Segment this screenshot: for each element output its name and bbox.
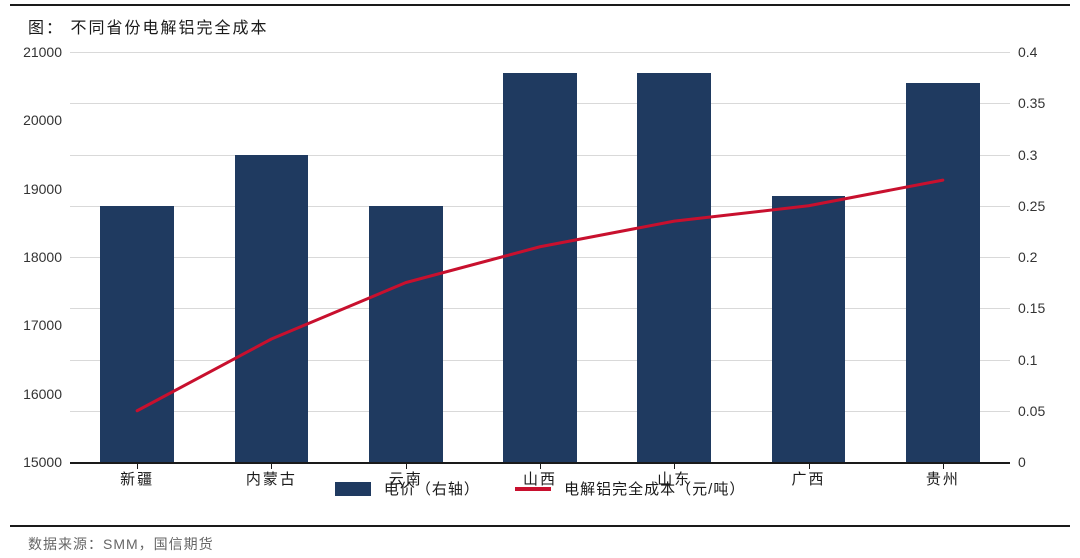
plot-area: 00.050.10.150.20.250.30.350.415000160001…: [70, 52, 1010, 462]
ytick-left: 21000: [2, 44, 62, 60]
ytick-left: 18000: [2, 249, 62, 265]
top-rule: [10, 4, 1070, 6]
legend-swatch-line: [515, 487, 551, 491]
ytick-right: 0.2: [1018, 249, 1068, 265]
ytick-right: 0.05: [1018, 403, 1068, 419]
ytick-left: 16000: [2, 386, 62, 402]
ytick-left: 15000: [2, 454, 62, 470]
ytick-right: 0.35: [1018, 95, 1068, 111]
ytick-right: 0.25: [1018, 198, 1068, 214]
ytick-left: 19000: [2, 181, 62, 197]
ytick-right: 0.15: [1018, 300, 1068, 316]
bottom-rule: [10, 525, 1070, 527]
legend: 电价（右轴） 电解铝完全成本（元/吨）: [0, 478, 1080, 499]
ytick-right: 0: [1018, 454, 1068, 470]
ytick-left: 20000: [2, 112, 62, 128]
source-text: 数据来源：SMM，国信期货: [28, 534, 214, 554]
line-series: [137, 180, 943, 411]
ytick-right: 0.4: [1018, 44, 1068, 60]
line-layer: [70, 52, 1010, 462]
legend-label-bar: 电价（右轴）: [384, 481, 480, 498]
ytick-right: 0.3: [1018, 147, 1068, 163]
ytick-right: 0.1: [1018, 352, 1068, 368]
legend-label-line: 电解铝完全成本（元/吨）: [564, 481, 745, 498]
ytick-left: 17000: [2, 317, 62, 333]
chart-title: 图： 不同省份电解铝完全成本: [28, 14, 268, 38]
legend-swatch-bar: [335, 482, 371, 496]
chart-container: 图： 不同省份电解铝完全成本 00.050.10.150.20.250.30.3…: [0, 0, 1080, 558]
